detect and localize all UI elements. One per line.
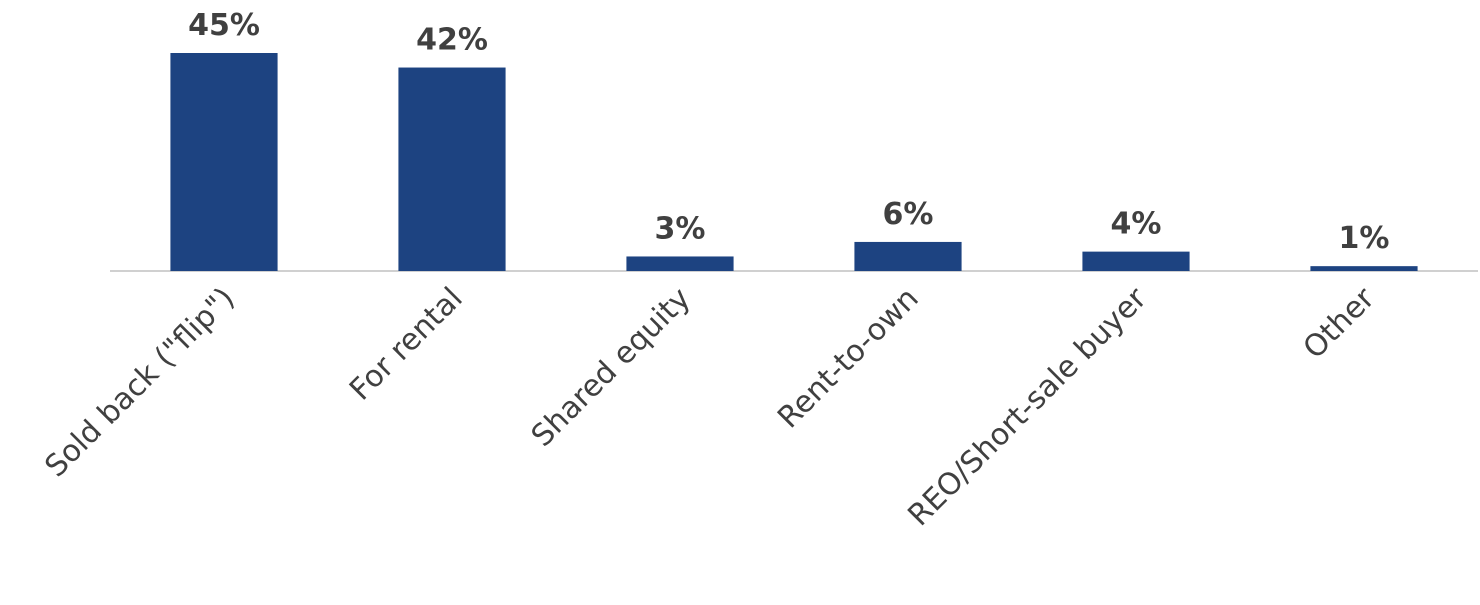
x-tick-label: Other [1297,280,1382,365]
bar [398,67,506,272]
bar [1310,266,1418,271]
data-label: 42% [416,23,488,58]
x-tick-label: REO/Short-sale buyer [901,280,1154,533]
bar [170,53,278,271]
data-label: 6% [883,197,934,232]
bar [854,241,962,271]
x-tick-label: Sold back ("flip") [38,281,241,484]
data-label: 3% [655,211,706,246]
x-tick-label: Shared equity [525,281,698,454]
bar [1082,251,1190,271]
bar [626,256,734,271]
x-tick-label: For rental [343,281,470,408]
data-label: 4% [1111,207,1162,242]
x-tick-label: Rent-to-own [771,281,926,436]
data-label: 1% [1339,221,1390,256]
data-label: 45% [188,8,260,43]
